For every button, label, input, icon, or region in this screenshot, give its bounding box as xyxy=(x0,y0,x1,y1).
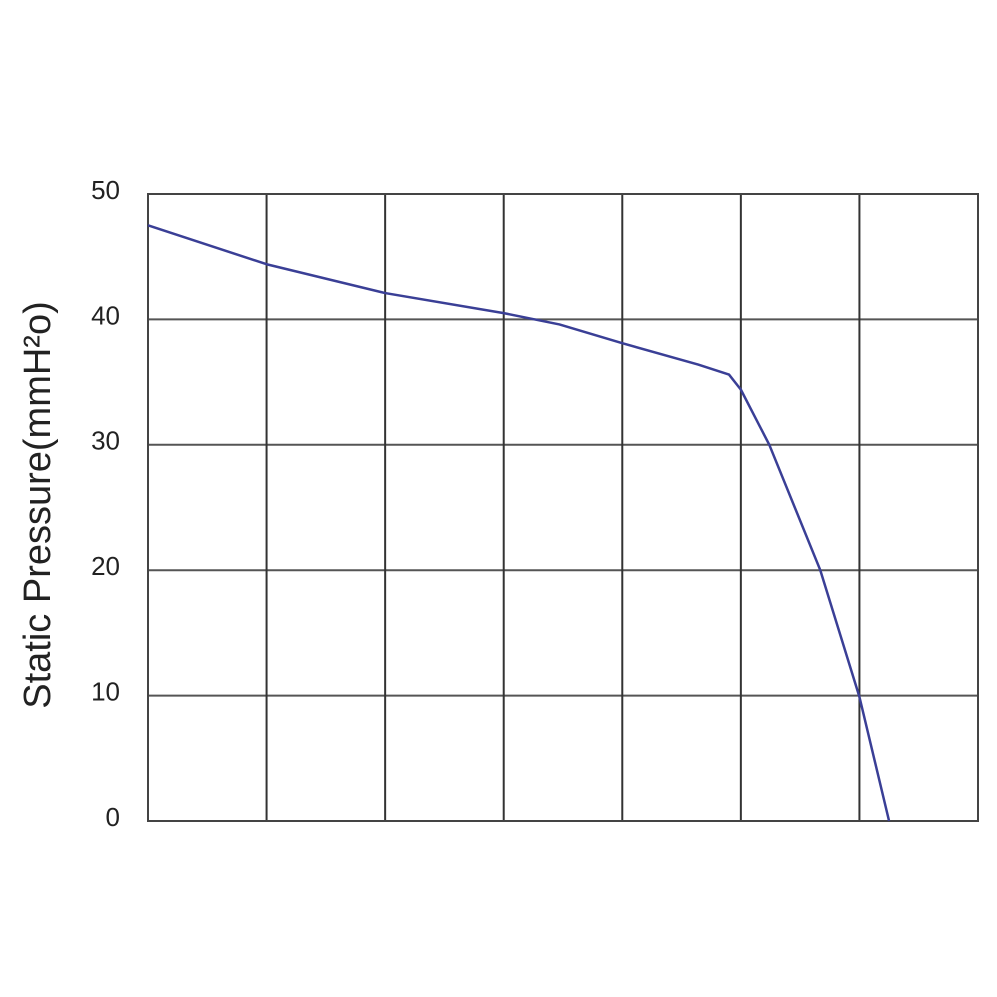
y-tick-label: 50 xyxy=(91,175,120,205)
y-axis-label: Static Pressure(mmH²o) xyxy=(17,301,59,709)
plot-border xyxy=(147,193,979,822)
y-tick-label: 20 xyxy=(91,551,120,581)
y-tick-label: 40 xyxy=(91,300,120,330)
y-tick-label: 0 xyxy=(106,802,120,832)
data-line xyxy=(147,224,891,822)
y-tick-label: 10 xyxy=(91,676,120,706)
y-tick-label: 30 xyxy=(91,426,120,456)
